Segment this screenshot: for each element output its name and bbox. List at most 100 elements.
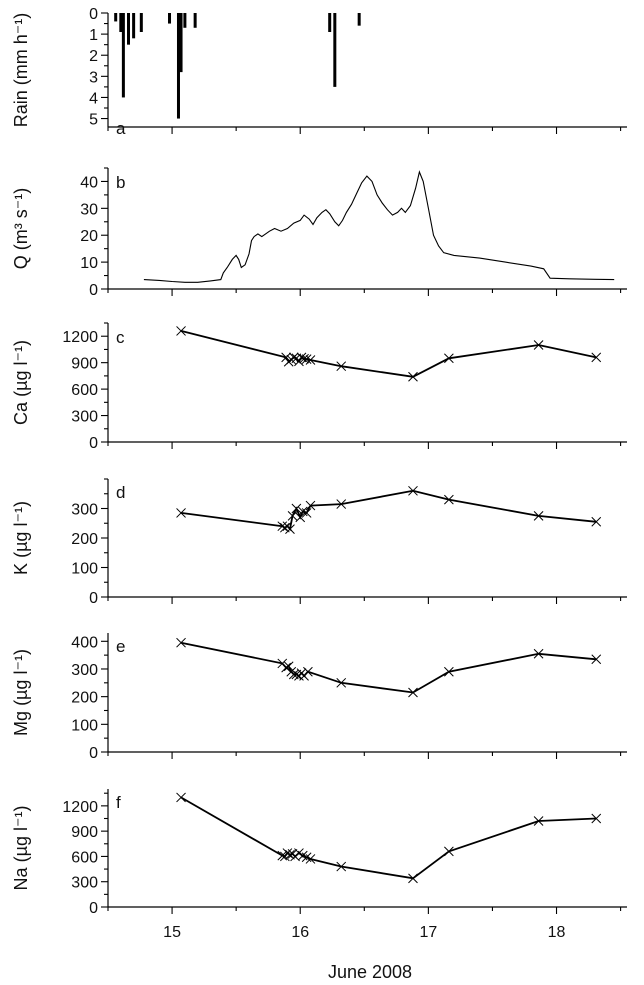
x-tick-label: 15 xyxy=(163,924,181,941)
data-point xyxy=(299,353,309,364)
data-point xyxy=(288,352,299,363)
data-point xyxy=(336,361,347,372)
rain-bar xyxy=(121,13,125,98)
panel-label: c xyxy=(116,328,125,347)
rain-bar xyxy=(357,13,361,26)
data-point xyxy=(336,861,347,872)
data-point xyxy=(296,352,307,363)
marker-stroke xyxy=(176,637,186,648)
data-point xyxy=(533,340,544,350)
marker-stroke xyxy=(301,354,312,364)
series-line xyxy=(180,330,597,378)
data-point xyxy=(336,677,347,688)
rain-bar xyxy=(333,13,337,87)
marker-stroke xyxy=(408,687,418,698)
data-point xyxy=(176,326,186,336)
data-point xyxy=(336,499,347,509)
y-tick-label: 30 xyxy=(80,201,98,218)
y-tick-label: 0 xyxy=(89,435,98,452)
panel-label: e xyxy=(116,637,125,656)
x-tick-label: 17 xyxy=(419,924,437,941)
marker-stroke xyxy=(282,848,293,858)
series-line xyxy=(180,641,597,694)
rain-bar xyxy=(132,13,136,39)
marker-stroke xyxy=(408,485,418,496)
marker-stroke xyxy=(533,511,544,521)
y-tick-label: 4 xyxy=(89,90,98,107)
data-point xyxy=(533,648,544,659)
marker-stroke xyxy=(297,506,308,517)
rain-bar xyxy=(193,13,197,28)
data-point xyxy=(277,850,288,861)
y-tick-label: 300 xyxy=(71,875,98,892)
rain-bar xyxy=(119,13,123,32)
panel-f: 0 300 600 900 1200 Na (µg l⁻¹) f xyxy=(11,789,627,917)
y-axis-title: Ca (µg l⁻¹) xyxy=(11,340,31,425)
y-axis-title: Mg (µg l⁻¹) xyxy=(11,649,31,736)
marker-stroke xyxy=(291,503,302,514)
y-tick-label: 40 xyxy=(80,174,98,191)
marker-stroke xyxy=(408,371,418,382)
y-tick-label: 400 xyxy=(71,634,98,651)
marker-stroke xyxy=(277,521,288,532)
data-point xyxy=(291,503,302,514)
data-point xyxy=(408,485,418,496)
marker-stroke xyxy=(287,511,298,521)
data-point xyxy=(408,873,418,884)
marker-stroke xyxy=(336,861,347,872)
rain-bar xyxy=(139,13,143,32)
panel-a: 0 1 2 3 4 5 Rain (mm h⁻¹) a xyxy=(11,6,627,138)
data-point xyxy=(285,849,295,860)
marker-stroke xyxy=(444,353,454,364)
marker-stroke xyxy=(295,512,306,523)
y-tick-label: 1200 xyxy=(62,329,98,346)
data-point xyxy=(283,661,294,672)
marker-stroke xyxy=(336,499,347,509)
marker-stroke xyxy=(277,850,288,861)
y-tick-label: 100 xyxy=(71,717,98,734)
marker-stroke xyxy=(533,340,544,350)
marker-stroke xyxy=(591,813,602,824)
data-point xyxy=(297,850,308,861)
data-point xyxy=(176,637,186,648)
data-point xyxy=(176,508,186,518)
data-point xyxy=(591,813,602,824)
y-tick-label: 300 xyxy=(71,409,98,426)
marker-stroke xyxy=(279,522,290,533)
marker-stroke xyxy=(336,361,347,372)
y-axis-title: Q (m³ s⁻¹) xyxy=(11,188,31,269)
marker-stroke xyxy=(296,352,307,363)
x-tick-label: 18 xyxy=(548,924,566,941)
y-tick-label: 0 xyxy=(89,590,98,607)
x-tick-label: 16 xyxy=(291,924,309,941)
marker-stroke xyxy=(301,508,312,518)
marker-stroke xyxy=(285,849,295,860)
series-line xyxy=(180,489,597,532)
marker-stroke xyxy=(281,352,291,363)
data-point xyxy=(444,846,454,857)
y-tick-label: 0 xyxy=(89,282,98,299)
marker-stroke xyxy=(285,524,295,535)
panel-d: 0 100 200 300 K (µg l⁻¹) d xyxy=(11,478,627,607)
data-point xyxy=(533,816,544,826)
data-point xyxy=(176,792,186,803)
y-tick-label: 200 xyxy=(71,690,98,707)
data-point xyxy=(408,371,418,382)
data-point xyxy=(408,687,418,698)
marker-stroke xyxy=(176,326,186,336)
panel-label: d xyxy=(116,483,125,502)
series-line xyxy=(180,796,597,880)
series-line xyxy=(143,170,615,283)
rain-bar xyxy=(168,13,172,24)
data-point xyxy=(277,521,288,532)
marker-stroke xyxy=(444,846,454,857)
panel-label: a xyxy=(116,119,126,138)
panel-label: f xyxy=(116,793,121,812)
y-tick-label: 900 xyxy=(71,356,98,373)
rain-bar xyxy=(127,13,131,45)
marker-stroke xyxy=(176,508,186,518)
marker-stroke xyxy=(288,669,299,680)
marker-stroke xyxy=(297,850,308,861)
marker-stroke xyxy=(444,494,454,505)
